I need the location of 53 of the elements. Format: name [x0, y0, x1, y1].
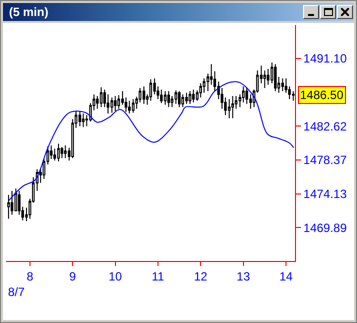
candlestick — [53, 148, 56, 162]
candlestick — [242, 86, 245, 103]
y-tick-label: 1491.10 — [303, 52, 348, 66]
candlestick — [185, 92, 188, 104]
candlestick — [114, 95, 117, 112]
candlestick — [181, 94, 184, 108]
candlestick — [160, 89, 163, 104]
candlestick — [14, 188, 18, 212]
y-tick-label: 1478.37 — [303, 153, 348, 168]
candlestick — [274, 64, 277, 92]
candlestick — [263, 70, 266, 88]
candlestick — [128, 100, 131, 114]
line-series — [8, 81, 294, 201]
candlestick — [117, 94, 120, 110]
x-tick-label: 12 — [194, 269, 208, 284]
candlestick — [10, 190, 14, 216]
candlestick — [188, 90, 192, 104]
x-tick-label: 13 — [236, 269, 250, 284]
candlestick — [60, 146, 64, 159]
candlestick — [178, 90, 181, 108]
x-tick-label: 10 — [108, 269, 122, 284]
x-tick-label: 14 — [279, 269, 294, 284]
candlestick — [245, 87, 248, 104]
candlestick — [228, 98, 231, 119]
candlestick — [164, 90, 167, 106]
candlestick — [57, 143, 60, 162]
candlestick — [78, 110, 82, 127]
x-tick-label: 9 — [69, 269, 76, 284]
y-tick-label: 1482.62 — [303, 119, 348, 134]
candlestick — [174, 90, 178, 104]
candlestick — [82, 113, 85, 128]
text: 8/7 — [8, 285, 26, 299]
candlestick — [64, 144, 67, 159]
candlestick — [202, 78, 206, 94]
candlestick — [106, 94, 110, 114]
candlestick — [167, 90, 170, 108]
x-tick-label: 11 — [152, 269, 165, 284]
x-tick-label: 8 — [26, 269, 34, 284]
candlestick — [142, 86, 146, 104]
candlestick — [281, 78, 284, 92]
candlestick — [110, 97, 114, 114]
candlestick — [132, 98, 135, 114]
annotation: 1486.50 — [300, 88, 344, 102]
candlestick — [192, 89, 195, 103]
candlestick — [199, 82, 202, 98]
y-tick-label: 1474.13 — [303, 186, 348, 201]
candlestick — [149, 78, 152, 102]
chart-title: (5 min) — [9, 5, 48, 19]
candlestick — [100, 86, 103, 108]
candlestick — [231, 95, 234, 119]
candlestick — [292, 90, 295, 102]
y-tick-label: 1469.89 — [303, 220, 348, 235]
candlestick — [7, 194, 10, 220]
